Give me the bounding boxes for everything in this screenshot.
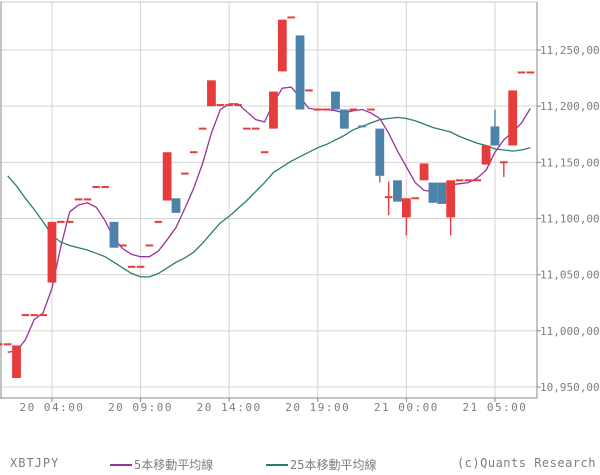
legend-item-ma25: 25本移動平均線	[266, 456, 376, 473]
candle	[109, 221, 119, 248]
candle	[162, 152, 172, 201]
candle	[287, 16, 295, 19]
candle	[0, 343, 3, 346]
candle	[411, 197, 420, 200]
axes-layer	[0, 1, 541, 402]
candle	[83, 198, 92, 201]
y-axis-tick-label: 11,250,00	[540, 44, 600, 57]
ma5-line-swatch-icon	[110, 463, 132, 466]
candle	[464, 179, 473, 182]
grid-layer	[1, 2, 537, 398]
ma25-line-swatch-icon	[266, 463, 288, 466]
candle	[65, 220, 74, 223]
candle	[127, 265, 136, 268]
candle	[269, 91, 278, 129]
candle	[30, 314, 39, 317]
candle	[401, 198, 411, 236]
candle	[251, 127, 260, 130]
ma25-label: 25本移動平均線	[290, 458, 377, 472]
candle	[393, 180, 402, 202]
candle	[171, 198, 181, 213]
candle	[260, 151, 269, 154]
candle	[508, 90, 518, 146]
candle	[419, 163, 429, 181]
candle	[313, 108, 322, 111]
candle	[384, 181, 393, 216]
candle	[47, 221, 57, 283]
candle	[145, 244, 154, 247]
candle	[207, 80, 216, 107]
candle	[12, 345, 21, 379]
candle	[136, 265, 145, 268]
candle	[3, 343, 12, 346]
x-axis-tick-label: 20 14:00	[197, 401, 262, 414]
x-axis-labels: 20 04:00 20 09:00 20 14:00 20 19:00 21 00:00…	[19, 401, 527, 414]
candle	[349, 108, 357, 111]
candle	[517, 71, 526, 74]
candle	[490, 109, 500, 146]
candle	[428, 182, 438, 203]
x-axis-tick-label: 20 09:00	[108, 401, 173, 414]
candle	[526, 71, 535, 74]
x-axis-tick-label: 20 04:00	[19, 401, 84, 414]
candle	[225, 104, 233, 107]
y-axis-tick-label: 11,100,00	[540, 213, 600, 226]
candle	[481, 145, 491, 165]
candle	[181, 172, 189, 175]
candle	[21, 314, 30, 317]
x-axis-tick-label: 21 00:00	[374, 401, 439, 414]
candle	[216, 104, 225, 107]
candle	[322, 108, 331, 111]
y-axis-tick-label: 11,150,00	[540, 156, 600, 169]
candle	[92, 186, 101, 189]
y-axis-labels: 11,250,00 11,200,00 11,150,00 11,100,00 11,0…	[540, 44, 600, 394]
y-axis-tick-label: 10,950,00	[540, 381, 600, 394]
legend-item-ma5: 5本移動平均線	[110, 456, 213, 473]
candle	[189, 151, 198, 154]
candle	[437, 182, 447, 204]
candle	[154, 220, 163, 223]
ma5-label: 5本移動平均線	[134, 458, 214, 472]
x-axis-tick-label: 20 19:00	[285, 401, 350, 414]
candle	[375, 128, 385, 183]
candle	[500, 161, 508, 177]
candle	[446, 180, 456, 236]
x-axis-tick-label: 21 05:00	[462, 401, 527, 414]
ma25-line	[7, 116, 531, 278]
candle	[74, 198, 83, 201]
copyright-label: (c)Quants Research	[456, 456, 596, 470]
candle	[198, 127, 207, 130]
candles-layer	[0, 16, 535, 379]
chart-legend: XBTJPY 5本移動平均線 25本移動平均線 (c)Quants Resear…	[0, 454, 600, 474]
candle	[331, 91, 340, 110]
symbol-label: XBTJPY	[10, 456, 60, 470]
candle	[243, 127, 251, 130]
candle	[295, 35, 305, 110]
candle	[119, 244, 127, 247]
candle	[473, 179, 482, 182]
candle	[234, 104, 242, 107]
candle	[57, 220, 65, 223]
candle	[367, 108, 375, 111]
candle	[101, 186, 109, 189]
candle	[455, 179, 464, 182]
candle	[39, 314, 47, 317]
candle	[339, 109, 349, 129]
y-axis-tick-label: 11,050,00	[540, 269, 600, 282]
y-axis-tick-label: 11,200,00	[540, 100, 600, 113]
y-axis-tick-label: 11,000,00	[540, 325, 600, 338]
candle	[358, 125, 366, 128]
candle	[305, 89, 313, 92]
candle	[277, 19, 287, 72]
